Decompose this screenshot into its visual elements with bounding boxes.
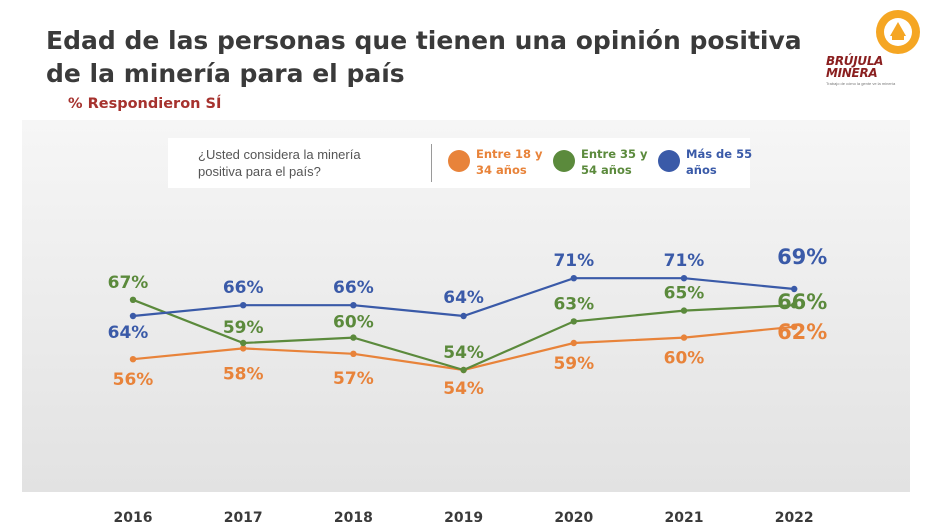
data-label-18-34-2020: 59%	[553, 354, 594, 374]
data-point-35-54-2019	[460, 366, 467, 374]
chart-title-line2: de la minería para el país	[46, 59, 405, 88]
legend-marker-55-plus	[658, 150, 680, 172]
x-tick-label-2017: 2017	[224, 510, 263, 526]
logo-tagline: Trabajo de cómo la gente ve la minería	[826, 81, 896, 86]
data-point-18-34-2016	[129, 356, 137, 363]
data-label-18-34-2017: 58%	[223, 364, 264, 384]
chart-title: Edad de las personas que tienen una opin…	[46, 24, 806, 90]
data-label-35-54-2018: 60%	[333, 313, 374, 333]
data-point-55-plus-2018	[350, 302, 357, 309]
data-label-55-plus-2022: 69%	[777, 245, 827, 269]
legend: ¿Usted considera la minería positiva par…	[168, 138, 752, 188]
data-label-35-54-2020: 63%	[553, 294, 594, 314]
data-point-35-54-2022	[791, 302, 798, 309]
data-point-18-34-2020	[570, 339, 577, 347]
x-tick-label-2020: 2020	[554, 510, 593, 526]
legend-label-55-plus-line1: Más de 55	[686, 147, 753, 161]
data-point-18-34-2018	[350, 350, 357, 357]
legend-divider	[431, 144, 432, 182]
data-point-18-34-2022	[791, 323, 798, 330]
legend-label-35-54: Entre 35 y 54 años	[581, 146, 661, 178]
data-point-18-34-2021	[680, 334, 688, 341]
brujula-minera-logo: BRÚJULA MINERA Trabajo de cómo la gente …	[820, 8, 930, 88]
data-label-18-34-2022: 62%	[777, 320, 827, 344]
data-label-55-plus-2019: 64%	[443, 288, 484, 308]
data-label-55-plus-2017: 66%	[223, 278, 264, 298]
data-point-55-plus-2017	[240, 302, 247, 309]
legend-label-55-plus: Más de 55 años	[686, 146, 766, 178]
legend-label-55-plus-line2: años	[686, 163, 717, 177]
data-point-55-plus-2020	[570, 275, 577, 282]
data-point-35-54-2020	[570, 318, 577, 325]
logo-text-minera: MINERA	[826, 66, 878, 80]
x-tick-label-2022: 2022	[775, 510, 814, 526]
legend-question: ¿Usted considera la minería positiva par…	[198, 146, 418, 180]
data-label-55-plus-2016: 64%	[108, 323, 149, 343]
data-point-35-54-2021	[680, 307, 688, 314]
data-label-55-plus-2018: 66%	[333, 278, 374, 298]
x-tick-label-2018: 2018	[334, 510, 373, 526]
legend-label-18-34: Entre 18 y 34 años	[476, 146, 556, 178]
data-label-18-34-2016: 56%	[113, 370, 154, 390]
data-point-35-54-2016	[129, 296, 137, 303]
chart-subtitle: % Respondieron SÍ	[68, 96, 222, 112]
x-tick-label-2019: 2019	[444, 510, 483, 526]
legend-label-18-34-line1: Entre 18 y	[476, 147, 543, 161]
x-tick-label-2021: 2021	[665, 510, 704, 526]
data-point-55-plus-2016	[129, 312, 137, 320]
data-label-35-54-2022: 66%	[777, 290, 827, 314]
legend-marker-35-54	[553, 150, 575, 172]
data-label-35-54-2019: 54%	[443, 343, 484, 363]
legend-label-18-34-line2: 34 años	[476, 163, 527, 177]
data-label-35-54-2021: 65%	[664, 284, 705, 304]
logo-text-brujula: BRÚJULA	[826, 54, 884, 68]
legend-marker-18-34	[448, 150, 470, 172]
data-label-18-34-2019: 54%	[443, 379, 484, 399]
data-point-55-plus-2021	[680, 275, 688, 282]
data-label-55-plus-2020: 71%	[553, 251, 594, 271]
data-point-18-34-2017	[240, 345, 247, 352]
legend-question-line1: ¿Usted considera la minería	[198, 147, 361, 162]
legend-question-line2: positiva para el país?	[198, 164, 321, 179]
data-label-35-54-2016: 67%	[108, 273, 149, 293]
data-point-35-54-2017	[240, 339, 247, 347]
data-label-18-34-2018: 57%	[333, 369, 374, 389]
data-label-18-34-2021: 60%	[664, 349, 705, 369]
legend-label-35-54-line2: 54 años	[581, 163, 632, 177]
data-point-55-plus-2019	[460, 312, 467, 320]
chart-title-line1: Edad de las personas que tienen una opin…	[46, 26, 802, 55]
data-label-55-plus-2021: 71%	[664, 251, 705, 271]
data-point-35-54-2018	[350, 334, 357, 341]
data-label-35-54-2017: 59%	[223, 318, 264, 338]
legend-label-35-54-line1: Entre 35 y	[581, 147, 648, 161]
compass-badge-icon	[876, 10, 920, 54]
data-point-55-plus-2022	[791, 285, 798, 293]
x-tick-label-2016: 2016	[114, 510, 153, 526]
